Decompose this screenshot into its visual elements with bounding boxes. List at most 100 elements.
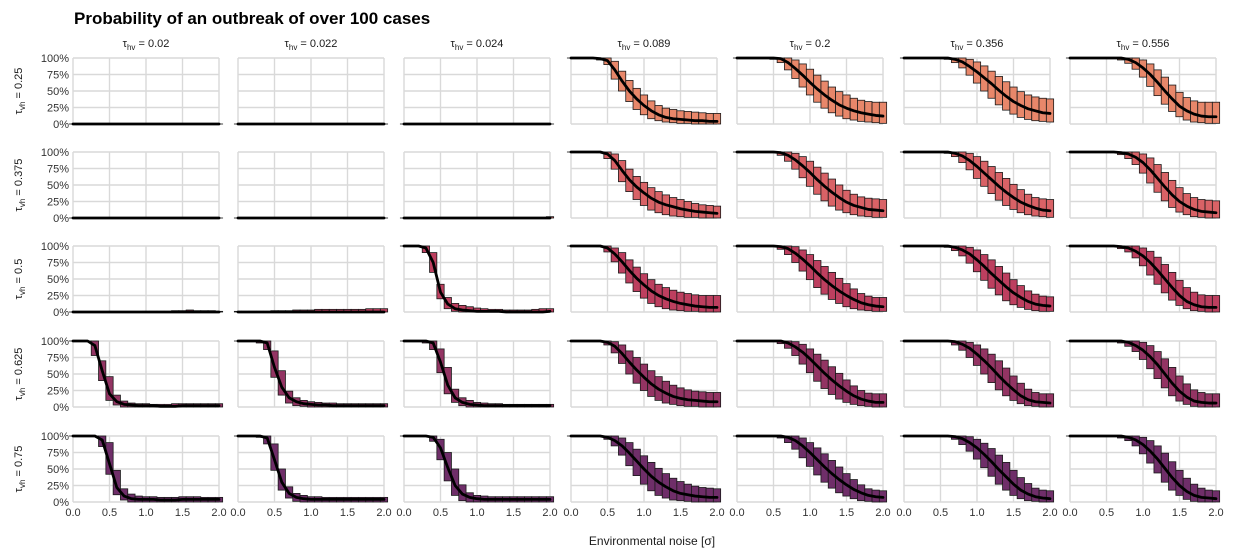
- median-line: [902, 339, 1052, 405]
- x-tick-label: 1.5: [175, 507, 190, 519]
- x-tick-label: 0.0: [729, 507, 744, 519]
- x-tick-label: 0.5: [433, 507, 448, 519]
- facet-panel: [566, 339, 722, 408]
- range-bar: [698, 295, 707, 313]
- range-bar: [683, 483, 692, 502]
- range-bar: [871, 198, 880, 218]
- range-bar: [691, 390, 700, 407]
- y-tick-label: 25%: [47, 103, 69, 115]
- facet-panel: [399, 339, 555, 408]
- range-bar: [1190, 291, 1199, 312]
- range-bar: [698, 391, 707, 408]
- range-bar: [1045, 490, 1055, 503]
- range-bar: [1038, 489, 1047, 503]
- median-line: [236, 339, 386, 408]
- facet-panel: 0% 25% 50% 75% 100%: [41, 147, 224, 225]
- facet-panel: 0.0 0.5 1.0 1.5 2.0: [396, 434, 558, 519]
- range-bar: [1204, 489, 1213, 503]
- range-bar: [669, 109, 678, 124]
- chart-title: Probability of an outbreak of over 100 c…: [74, 9, 430, 28]
- facet-panel: [233, 151, 389, 220]
- range-bar: [1038, 198, 1047, 218]
- facet-panel: [732, 244, 888, 313]
- facet-panel: 0.0 0.5 1.0 1.5 2.0: [729, 434, 891, 519]
- x-tick-label: 1.0: [636, 507, 651, 519]
- median-line: [735, 244, 885, 309]
- median-line: [236, 434, 386, 501]
- range-bar: [871, 101, 880, 124]
- range-bar: [691, 294, 700, 312]
- x-tick-label: 1.0: [969, 507, 984, 519]
- median-line: [569, 150, 719, 215]
- x-tick-label: 1.0: [138, 507, 153, 519]
- range-bar: [683, 293, 692, 312]
- median-line: [71, 434, 221, 502]
- y-tick-label: 100%: [41, 431, 69, 443]
- range-bar: [1204, 393, 1213, 408]
- range-bar: [1211, 490, 1221, 503]
- median-line: [402, 339, 552, 408]
- range-bar: [705, 295, 714, 313]
- panel-grid: τhv = 0.02 τhv = 0.022 τhv = 0.024 τhv = 0.…: [13, 38, 1224, 519]
- column-strip-label: τhv = 0.2: [790, 38, 831, 52]
- x-tick-label: 1.0: [303, 507, 318, 519]
- range-bar: [712, 488, 722, 503]
- x-tick-label: 2.0: [542, 507, 557, 519]
- column-strip-label: τhv = 0.024: [451, 38, 504, 52]
- y-tick-label: 25%: [47, 291, 69, 303]
- row-strip-label: τvh = 0.375: [13, 159, 27, 212]
- facet-panel: [566, 150, 722, 219]
- median-line: [1068, 150, 1218, 215]
- x-axis-title: Environmental noise [σ]: [589, 534, 715, 548]
- range-bar: [864, 101, 873, 123]
- range-bar: [676, 110, 685, 124]
- x-tick-label: 2.0: [1208, 507, 1223, 519]
- median-line: [402, 434, 552, 501]
- x-tick-label: 2.0: [875, 507, 890, 519]
- column-strip-label: τhv = 0.556: [1117, 38, 1170, 52]
- range-bar: [1197, 487, 1206, 503]
- row-strip-label: τvh = 0.25: [13, 68, 27, 115]
- facet-panel: [399, 244, 555, 314]
- facet-panel: [732, 56, 888, 125]
- y-tick-label: 0%: [53, 402, 69, 414]
- x-tick-label: 2.0: [376, 507, 391, 519]
- y-tick-label: 50%: [47, 464, 69, 476]
- median-line: [902, 150, 1052, 213]
- range-bar: [1197, 294, 1206, 312]
- median-line: [1068, 244, 1218, 309]
- x-tick-label: 1.5: [1006, 507, 1021, 519]
- range-bar: [878, 101, 888, 124]
- median-line: [735, 339, 885, 404]
- facet-panel: [899, 150, 1055, 219]
- range-bar: [1204, 295, 1213, 313]
- row-strip-label: τvh = 0.75: [13, 446, 27, 493]
- range-bar: [691, 111, 700, 125]
- y-tick-label: 0%: [53, 307, 69, 319]
- x-tick-label: 0.0: [1062, 507, 1077, 519]
- range-bar: [1045, 393, 1055, 408]
- median-line: [569, 56, 719, 123]
- facet-panel: 0.0 0.5 1.0 1.5 2.0: [896, 434, 1058, 519]
- y-tick-label: 0%: [53, 119, 69, 131]
- facet-panel: [233, 245, 389, 314]
- range-bar: [878, 199, 888, 218]
- range-bar: [1211, 295, 1221, 313]
- column-strip-label: τhv = 0.089: [618, 38, 671, 52]
- range-bar: [1204, 101, 1213, 124]
- range-bar: [1045, 199, 1055, 218]
- facet-panel: [1065, 339, 1221, 408]
- range-bar: [1197, 392, 1206, 408]
- x-tick-label: 1.5: [839, 507, 854, 519]
- y-tick-label: 75%: [47, 353, 69, 365]
- column-strip-label: τhv = 0.02: [123, 38, 170, 52]
- facet-panel: [399, 151, 555, 220]
- median-line: [71, 339, 221, 408]
- median-line: [569, 244, 719, 309]
- range-bar: [1038, 393, 1047, 408]
- facet-panel: [1065, 244, 1221, 313]
- facet-panel: 0% 25% 50% 75% 100%: [41, 53, 224, 131]
- row-strip-label: τvh = 0.625: [13, 348, 27, 401]
- y-tick-label: 100%: [41, 147, 69, 159]
- range-bar: [705, 392, 714, 408]
